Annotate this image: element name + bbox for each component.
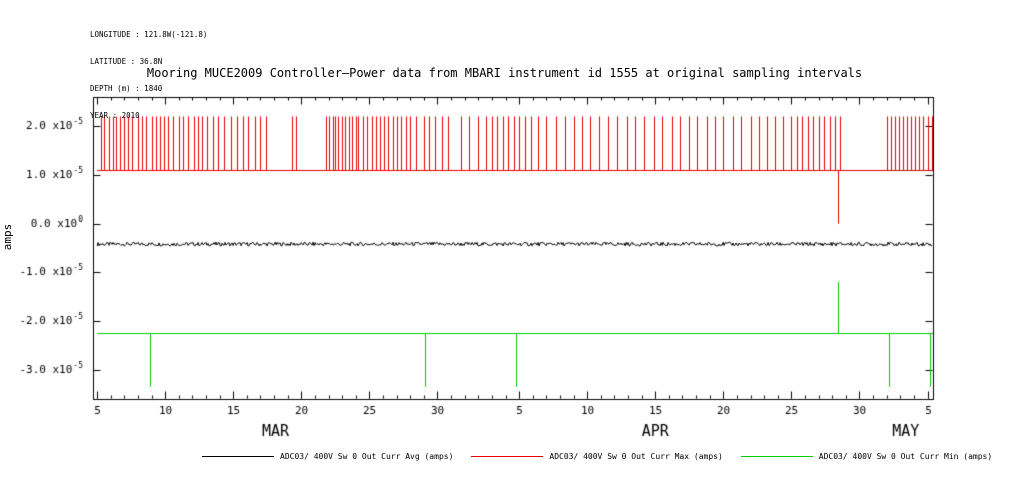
legend-item-max: ADC03/ 400V Sw 0 Out Curr Max (amps): [471, 452, 723, 461]
depth-line: DEPTH (m) : 1840: [90, 84, 163, 93]
latitude-line: LATITUDE : 36.8N: [90, 57, 163, 66]
legend-item-min: ADC03/ 400V Sw 0 Out Curr Min (amps): [740, 452, 993, 461]
legend-label-max: ADC03/ 400V Sw 0 Out Curr Max (amps): [549, 452, 723, 461]
legend: ADC03/ 400V Sw 0 Out Curr Avg (amps) ADC…: [202, 452, 992, 461]
legend-item-avg: ADC03/ 400V Sw 0 Out Curr Avg (amps): [202, 452, 453, 461]
legend-label-min: ADC03/ 400V Sw 0 Out Curr Min (amps): [818, 452, 993, 461]
longitude-line: LONGITUDE : 121.8W(-121.8): [90, 30, 208, 39]
legend-swatch-min-line: [740, 456, 813, 457]
chart-title: Mooring MUCE2009 Controller—Power data f…: [146, 66, 863, 80]
y-axis-label: amps: [1, 223, 14, 251]
legend-swatch-avg-line: [202, 456, 274, 457]
year-line: YEAR : 2010: [90, 111, 140, 120]
header-info: LONGITUDE : 121.8W(-121.8) LATITUDE : 36…: [90, 12, 207, 138]
legend-swatch-max-line: [471, 456, 544, 457]
legend-label-avg: ADC03/ 400V Sw 0 Out Curr Avg (amps): [280, 452, 454, 461]
